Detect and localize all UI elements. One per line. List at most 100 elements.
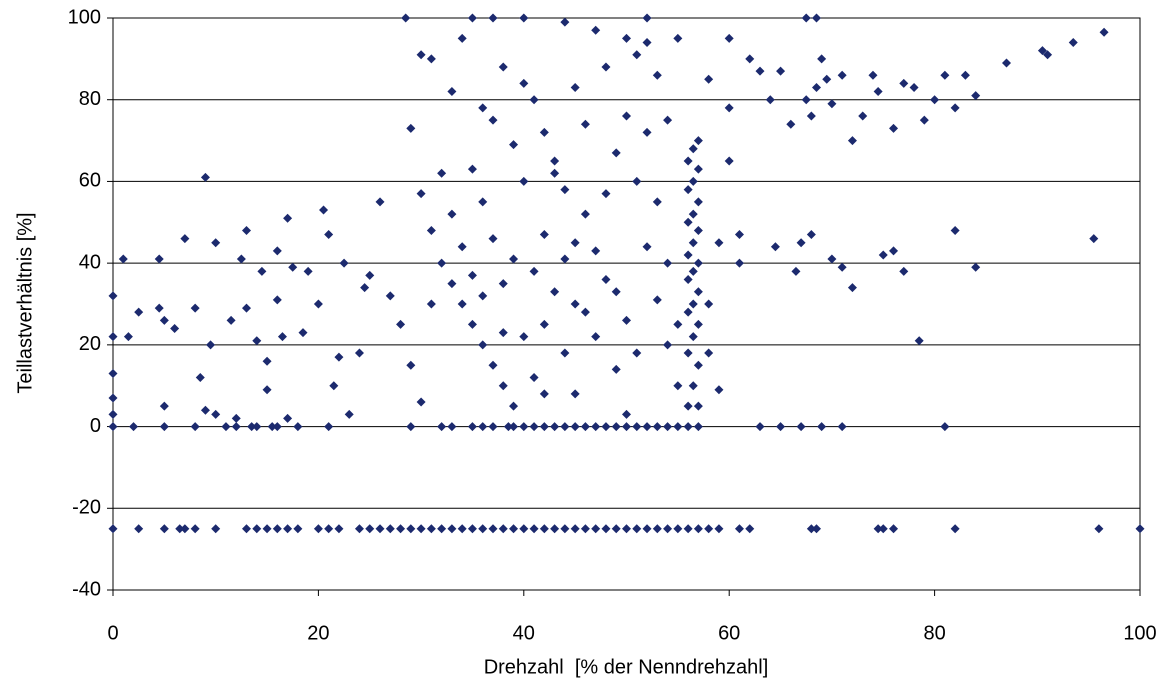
point <box>806 524 816 534</box>
point <box>622 33 631 43</box>
point <box>478 197 488 207</box>
point <box>447 422 457 432</box>
point <box>267 422 277 432</box>
x-tick-label: 60 <box>718 622 740 644</box>
point <box>550 156 560 166</box>
point <box>580 307 590 317</box>
point <box>889 246 899 256</box>
point <box>488 115 498 125</box>
point <box>385 524 395 534</box>
y-tick-label: -40 <box>72 578 101 600</box>
point <box>467 13 477 23</box>
point <box>180 234 190 244</box>
point <box>539 422 549 432</box>
point <box>509 254 519 264</box>
point <box>283 524 293 534</box>
point <box>899 78 909 88</box>
point <box>539 127 549 137</box>
point <box>704 348 714 358</box>
point <box>437 258 447 268</box>
point <box>663 115 673 125</box>
point <box>724 33 734 43</box>
point <box>200 405 210 415</box>
point <box>560 422 570 432</box>
x-tick-label: 80 <box>923 622 945 644</box>
point <box>529 422 539 432</box>
point <box>334 352 344 362</box>
point <box>385 291 395 301</box>
point <box>724 156 734 166</box>
point <box>365 524 375 534</box>
point <box>447 524 457 534</box>
point <box>175 524 185 534</box>
point <box>873 524 883 534</box>
point <box>211 409 221 419</box>
point <box>683 274 693 284</box>
point <box>339 258 349 268</box>
point <box>478 340 488 350</box>
point <box>642 422 652 432</box>
point <box>940 70 950 80</box>
point <box>714 238 724 248</box>
point <box>529 524 539 534</box>
point <box>796 238 806 248</box>
point <box>745 54 755 64</box>
point <box>272 524 282 534</box>
point <box>889 524 899 534</box>
point <box>277 332 287 342</box>
point <box>426 524 436 534</box>
point <box>909 82 919 92</box>
point <box>693 287 703 297</box>
point <box>801 95 811 105</box>
point <box>354 524 364 534</box>
point <box>899 266 909 276</box>
point <box>108 393 118 403</box>
y-tick-label: 100 <box>68 6 101 28</box>
point <box>688 176 698 186</box>
point <box>108 409 118 419</box>
point <box>663 524 673 534</box>
point <box>288 262 298 272</box>
point <box>509 140 519 150</box>
point <box>488 524 498 534</box>
point <box>734 258 744 268</box>
point <box>457 242 467 252</box>
point <box>580 524 590 534</box>
point <box>960 70 970 80</box>
point <box>580 422 590 432</box>
point <box>560 185 570 195</box>
point <box>776 66 786 76</box>
point <box>416 524 426 534</box>
point <box>550 168 560 178</box>
point <box>180 524 190 534</box>
point <box>714 385 724 395</box>
point <box>406 360 416 370</box>
point <box>688 266 698 276</box>
point <box>914 336 924 346</box>
point <box>170 324 180 334</box>
point <box>622 409 631 419</box>
point <box>159 524 169 534</box>
point <box>745 524 755 534</box>
point <box>467 422 477 432</box>
point <box>313 524 323 534</box>
point <box>611 364 621 374</box>
point <box>622 315 631 325</box>
point <box>796 422 806 432</box>
point <box>498 328 508 338</box>
point <box>195 373 205 383</box>
point <box>693 136 703 146</box>
point <box>396 524 406 534</box>
point <box>601 189 611 199</box>
point <box>478 291 488 301</box>
point <box>632 348 642 358</box>
point <box>776 422 786 432</box>
point <box>652 70 662 80</box>
y-axis-label: Teillastverhältnis [%] <box>14 212 36 393</box>
point <box>560 17 570 27</box>
point <box>693 164 703 174</box>
point <box>688 209 698 219</box>
point <box>550 422 560 432</box>
point <box>601 274 611 284</box>
point <box>791 266 801 276</box>
